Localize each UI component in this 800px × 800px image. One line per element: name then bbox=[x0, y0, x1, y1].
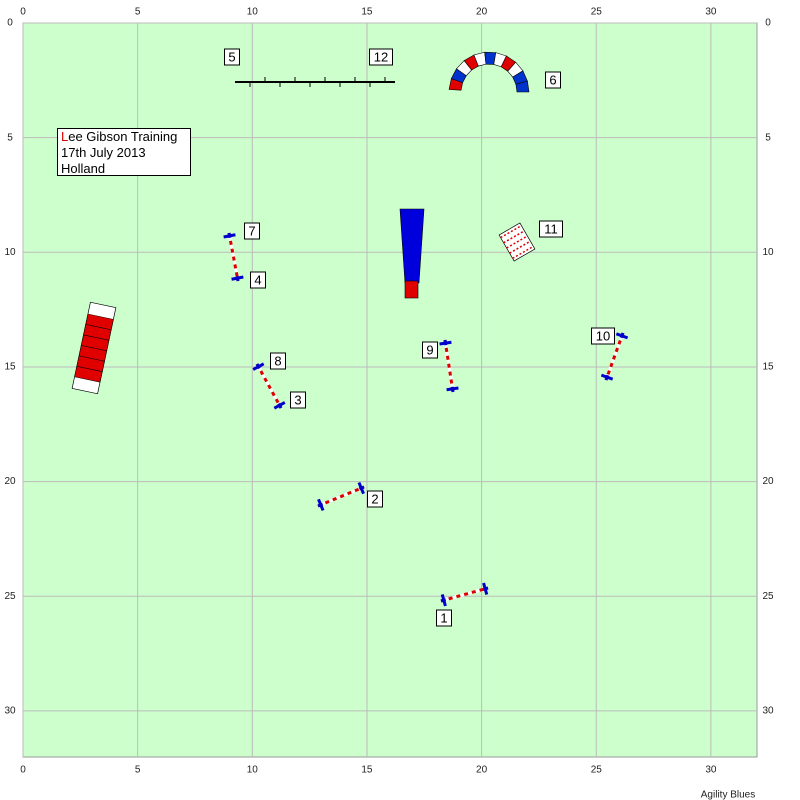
number-label: 4 bbox=[254, 272, 261, 287]
tick-label: 30 bbox=[762, 706, 774, 717]
jump-end bbox=[317, 502, 324, 508]
jump-end bbox=[604, 374, 610, 381]
jump-end bbox=[277, 402, 283, 409]
contact-obstacle bbox=[71, 301, 117, 395]
tick-label: 10 bbox=[4, 247, 16, 258]
number-label: 8 bbox=[274, 353, 281, 368]
weave bbox=[498, 222, 536, 262]
tick-label: 0 bbox=[20, 765, 26, 776]
number-box bbox=[244, 222, 260, 240]
jump-end bbox=[235, 275, 240, 282]
tick-label: 5 bbox=[7, 132, 13, 143]
number-label: 7 bbox=[248, 223, 255, 238]
jump-bar bbox=[604, 332, 625, 381]
number-box bbox=[591, 327, 615, 345]
tick-label: 10 bbox=[762, 247, 774, 258]
jump-bar bbox=[443, 339, 455, 393]
number-box bbox=[250, 271, 266, 289]
tick-label: 25 bbox=[762, 591, 774, 602]
info-box: Lee Gibson Training 17th July 2013 Holla… bbox=[57, 128, 191, 176]
tick-label: 15 bbox=[4, 362, 16, 373]
number-label: 1 bbox=[440, 610, 447, 625]
number-box bbox=[422, 341, 438, 359]
number-label: 3 bbox=[294, 392, 301, 407]
jump-end bbox=[482, 586, 489, 591]
tick-label: 20 bbox=[476, 7, 488, 18]
number-box bbox=[436, 609, 452, 627]
weave-pole bbox=[506, 235, 528, 249]
tick-label: 25 bbox=[591, 7, 603, 18]
number-label: 6 bbox=[549, 72, 556, 87]
number-label: 10 bbox=[596, 328, 610, 343]
number-label: 2 bbox=[371, 491, 378, 506]
jump-bar bbox=[317, 485, 365, 508]
contact-zone bbox=[74, 366, 103, 383]
tick-label: 30 bbox=[705, 765, 717, 776]
number-box bbox=[369, 48, 393, 66]
number-box bbox=[270, 352, 286, 370]
tick-label: 15 bbox=[361, 765, 373, 776]
info-line: Holland bbox=[61, 161, 106, 176]
footer: Agility Blues bbox=[701, 790, 755, 800]
number-box bbox=[539, 220, 563, 238]
tick-label: 10 bbox=[247, 7, 259, 18]
tick-label: 0 bbox=[765, 18, 771, 29]
info-line: Lee Gibson Training bbox=[61, 129, 178, 144]
number-label: 9 bbox=[426, 342, 433, 357]
tick-label: 0 bbox=[7, 18, 13, 29]
tick-label: 5 bbox=[765, 132, 771, 143]
info-line: 17th July 2013 bbox=[61, 145, 146, 160]
tunnel-segment bbox=[515, 80, 530, 93]
number-label: 5 bbox=[228, 49, 235, 64]
tunnel bbox=[399, 208, 425, 284]
number-box bbox=[224, 48, 240, 66]
number-box bbox=[367, 490, 383, 508]
jump-end bbox=[619, 332, 625, 339]
tick-label: 5 bbox=[135, 765, 141, 776]
jump-end bbox=[255, 363, 261, 370]
number-box bbox=[290, 391, 306, 409]
tick-label: 0 bbox=[20, 7, 26, 18]
jump-bar bbox=[440, 586, 489, 603]
number-box bbox=[545, 71, 561, 89]
tick-label: 10 bbox=[247, 765, 259, 776]
tick-label: 20 bbox=[4, 476, 16, 487]
number-label: 11 bbox=[544, 221, 558, 236]
jump-end bbox=[450, 386, 455, 393]
jump-end bbox=[227, 232, 232, 239]
tick-label: 15 bbox=[762, 362, 774, 373]
tick-label: 30 bbox=[705, 7, 717, 18]
tick-label: 20 bbox=[762, 476, 774, 487]
tick-label: 15 bbox=[361, 7, 373, 18]
number-label: 12 bbox=[374, 49, 388, 64]
jump-end bbox=[358, 485, 365, 491]
tunnel-end bbox=[404, 280, 419, 299]
jump-end bbox=[443, 339, 448, 346]
tick-label: 25 bbox=[591, 765, 603, 776]
jump-end bbox=[440, 598, 447, 603]
jump-bar bbox=[227, 232, 240, 282]
tick-label: 5 bbox=[135, 7, 141, 18]
jump-bar bbox=[255, 363, 283, 409]
tick-label: 20 bbox=[476, 765, 488, 776]
tick-label: 25 bbox=[4, 591, 16, 602]
tick-label: 30 bbox=[4, 706, 16, 717]
